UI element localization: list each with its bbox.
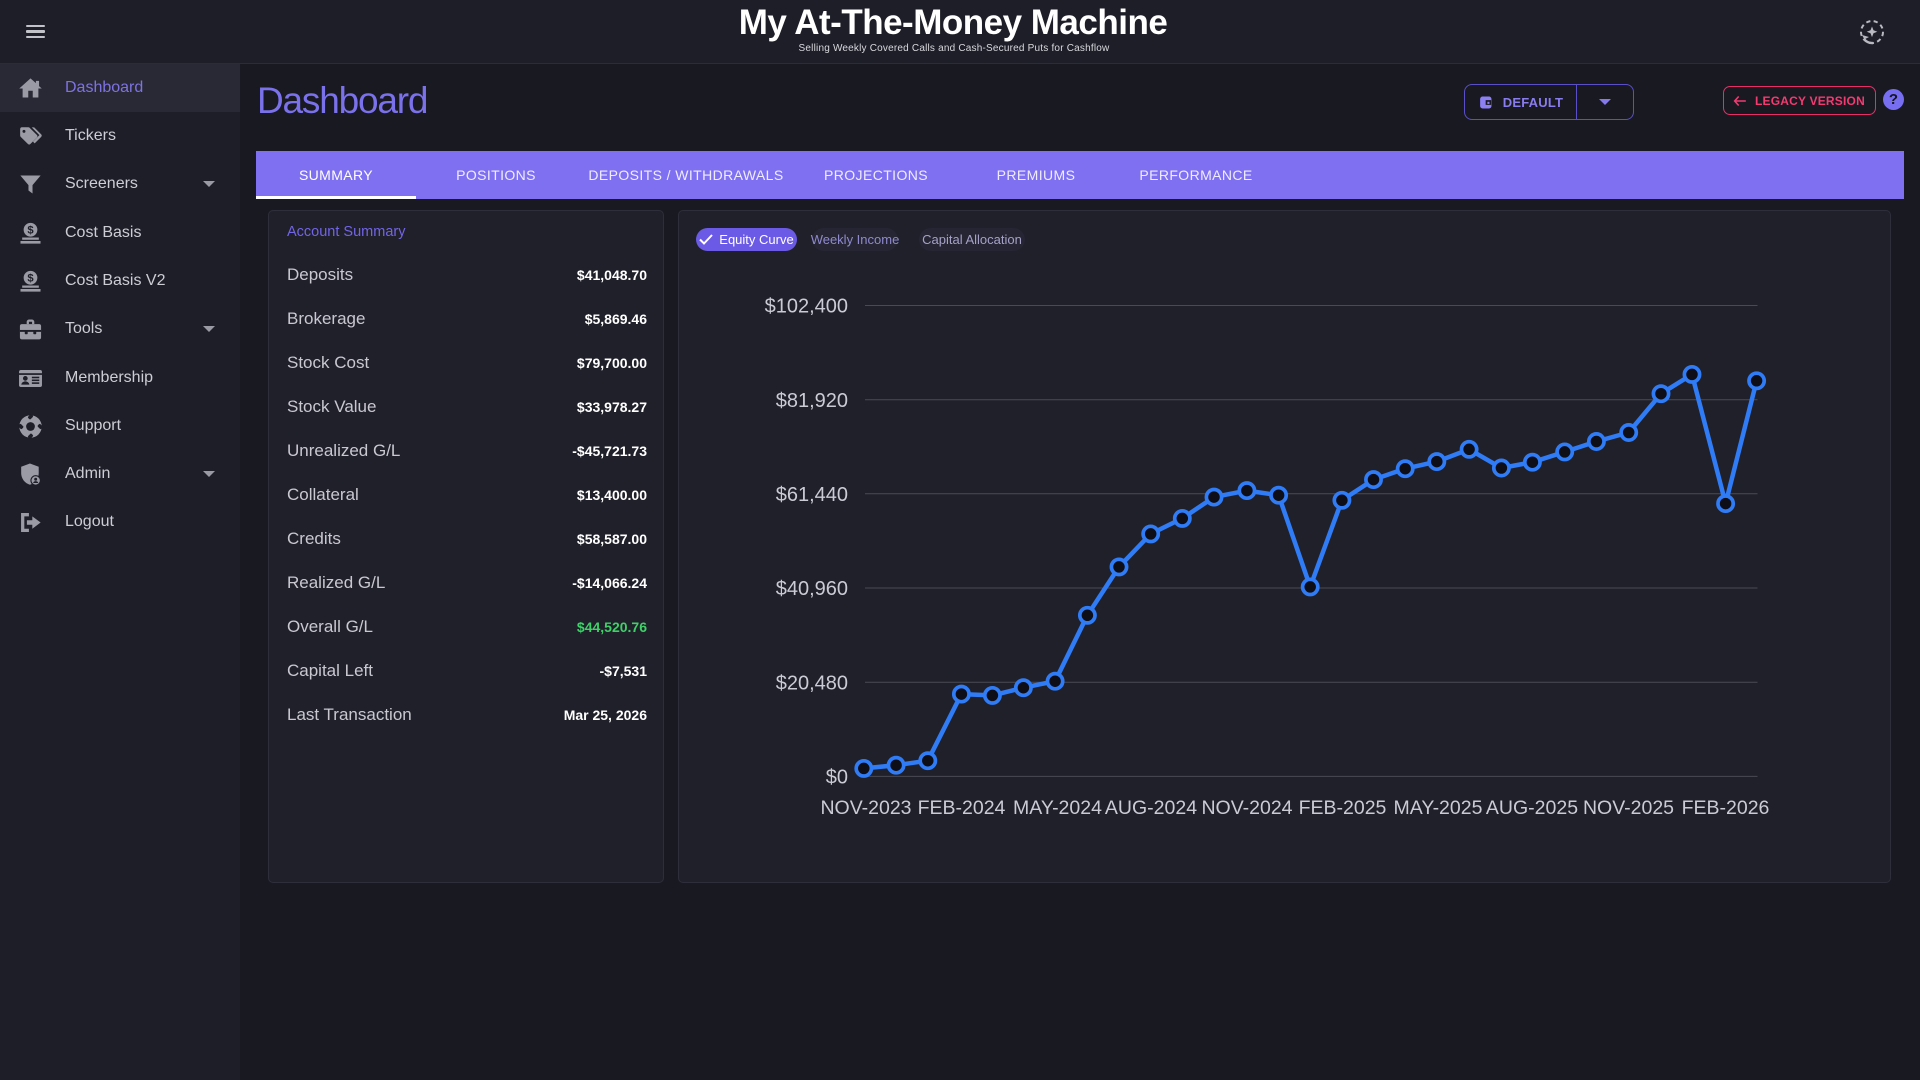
svg-text:$: $ xyxy=(27,224,34,236)
svg-text:$: $ xyxy=(27,272,34,284)
svg-text:FEB-2024: FEB-2024 xyxy=(918,797,1006,819)
svg-text:$20,480: $20,480 xyxy=(776,672,848,694)
svg-text:MAY-2025: MAY-2025 xyxy=(1394,797,1483,819)
svg-text:$81,920: $81,920 xyxy=(776,390,848,412)
svg-text:NOV-2025: NOV-2025 xyxy=(1583,797,1674,819)
svg-text:NOV-2023: NOV-2023 xyxy=(820,797,911,819)
svg-text:MAY-2024: MAY-2024 xyxy=(1013,797,1102,819)
svg-text:$61,440: $61,440 xyxy=(776,484,848,506)
svg-text:$40,960: $40,960 xyxy=(776,578,848,600)
svg-text:$102,400: $102,400 xyxy=(765,296,848,318)
svg-text:AUG-2025: AUG-2025 xyxy=(1486,797,1578,819)
svg-text:$0: $0 xyxy=(826,766,848,788)
svg-text:FEB-2025: FEB-2025 xyxy=(1299,797,1387,819)
svg-text:NOV-2024: NOV-2024 xyxy=(1201,797,1292,819)
svg-text:AUG-2024: AUG-2024 xyxy=(1105,797,1197,819)
svg-text:FEB-2026: FEB-2026 xyxy=(1682,797,1770,819)
